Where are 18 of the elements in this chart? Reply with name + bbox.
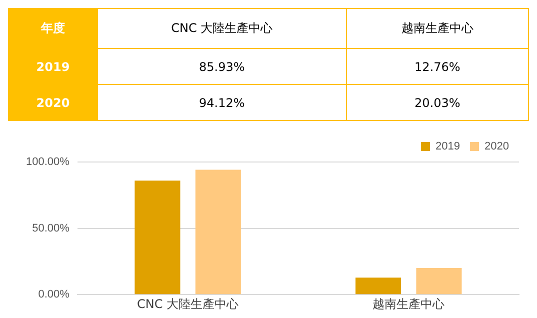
data-label: 85.93% <box>98 48 346 84</box>
y-tick-label: 100.00% <box>26 156 70 168</box>
legend-title: 年度 <box>8 8 98 48</box>
bar <box>355 278 402 294</box>
bar <box>416 268 462 294</box>
legend-label: 2019 <box>436 140 460 153</box>
legend-label: 2020 <box>484 140 510 153</box>
data-label: 94.12% <box>98 84 346 120</box>
bar <box>134 180 180 294</box>
category-label: CNC 大陸生產中心 <box>171 21 273 35</box>
y-tick-label: 50.00% <box>32 222 70 234</box>
category-label: 越南生產中心 <box>401 21 474 35</box>
text: 2020 <box>36 96 70 110</box>
text: 2019 <box>36 60 70 74</box>
bar <box>195 170 241 294</box>
data-label: 12.76% <box>346 48 528 84</box>
y-tick-label: 0.00% <box>38 288 70 301</box>
data-label: 20.03% <box>346 84 528 120</box>
